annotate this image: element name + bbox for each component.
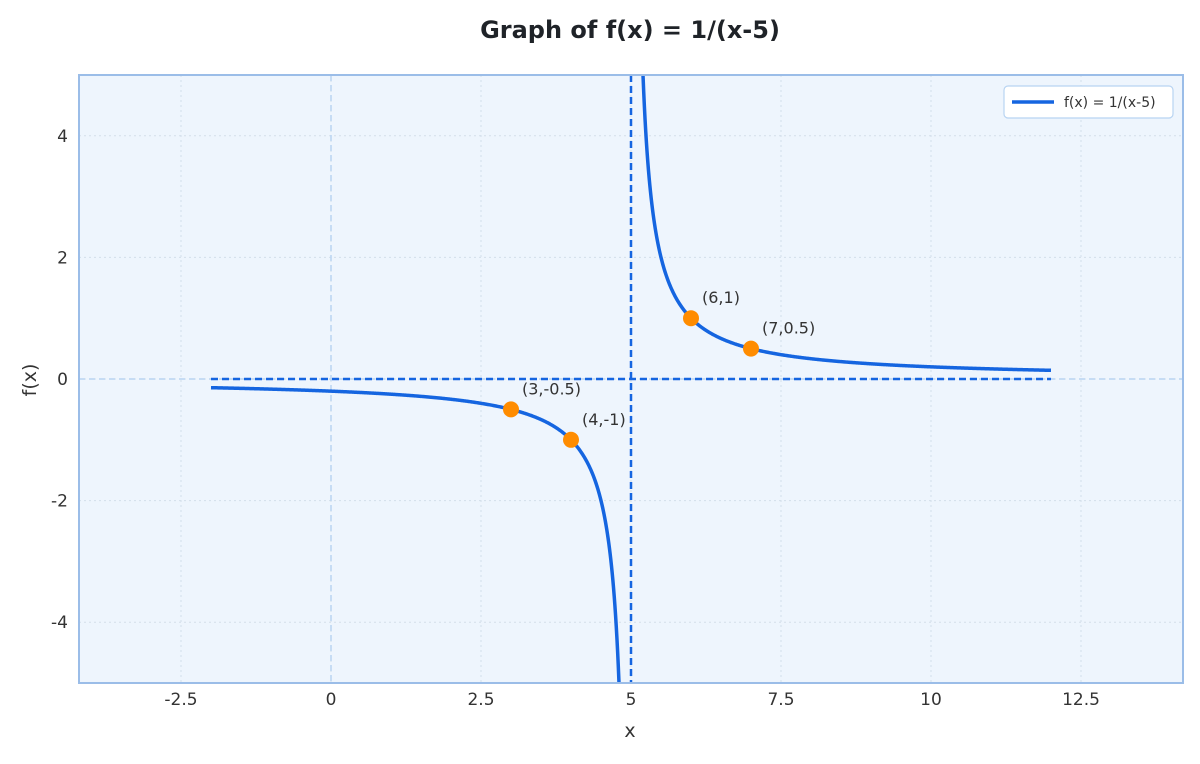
- legend-label: f(x) = 1/(x-5): [1064, 95, 1156, 111]
- x-tick-label: 0: [326, 690, 337, 710]
- y-axis-label: f(x): [19, 364, 41, 397]
- data-point: [743, 340, 759, 357]
- x-tick-label: 5: [626, 690, 637, 710]
- y-tick-label: 0: [57, 370, 68, 390]
- point-annotation: (6,1): [702, 288, 740, 307]
- point-annotation: (7,0.5): [762, 319, 815, 338]
- y-tick-label: 4: [57, 127, 68, 147]
- x-tick-label: -2.5: [164, 690, 197, 710]
- y-tick-label: -2: [51, 492, 68, 512]
- chart-title: Graph of f(x) = 1/(x-5): [480, 16, 780, 44]
- point-annotation: (3,-0.5): [522, 379, 581, 398]
- data-point: [683, 310, 699, 327]
- plot-frame: [78, 74, 1184, 684]
- x-tick-label: 12.5: [1062, 690, 1100, 710]
- data-point: [563, 431, 579, 448]
- asymptotes: [211, 75, 1051, 683]
- tick-labels: -2.5 0 2.5 5 7.5 10 12.5 -4 -2 0 2 4: [51, 127, 1100, 710]
- curve-right-branch: [641, 74, 1053, 373]
- curve-layer: [209, 74, 1053, 684]
- data-point: [503, 401, 519, 418]
- x-tick-label: 10: [920, 690, 942, 710]
- legend: f(x) = 1/(x-5): [1003, 85, 1174, 119]
- points-layer: (3,-0.5)(4,-1) (6,1) (7,0.5): [503, 288, 815, 448]
- x-tick-label: 2.5: [467, 690, 494, 710]
- y-tick-label: -4: [51, 613, 68, 633]
- y-tick-label: 2: [57, 248, 68, 268]
- legend-box: [1003, 85, 1174, 119]
- curve-left-branch: [209, 385, 621, 684]
- x-axis-label: x: [624, 720, 635, 742]
- point-annotation: (4,-1): [582, 410, 626, 429]
- x-tick-label: 7.5: [767, 690, 794, 710]
